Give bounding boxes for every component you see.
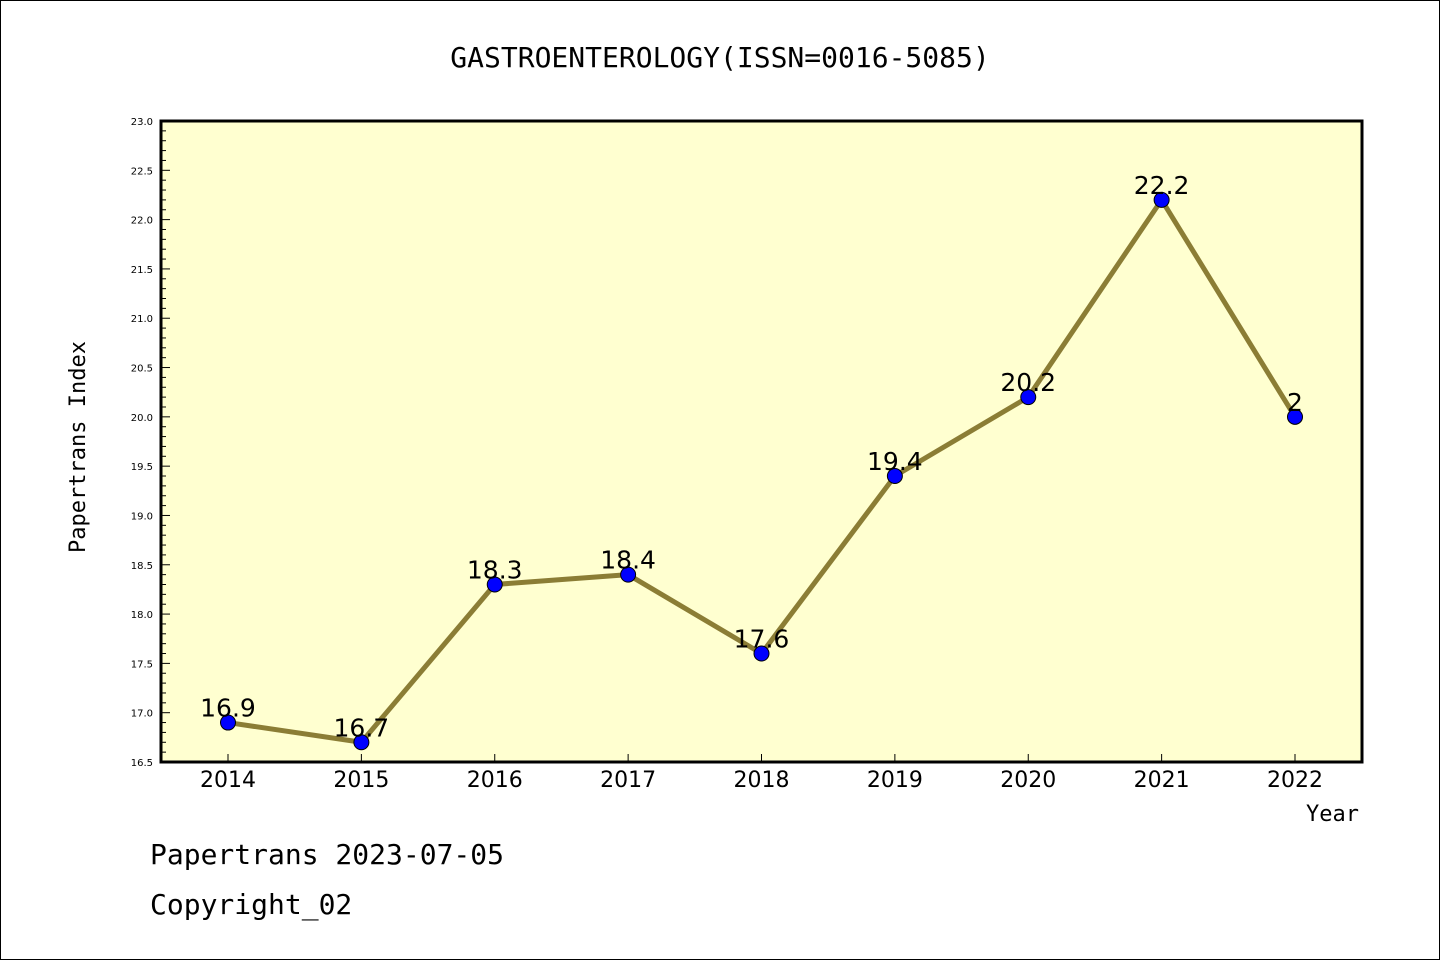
data-point-marker [1020, 389, 1037, 406]
plot-area [159, 119, 1364, 764]
chart-title: GASTROENTEROLOGY(ISSN=0016-5085) [450, 41, 989, 74]
y-tick-label: 22.0 [131, 216, 153, 227]
data-point-marker [353, 734, 370, 751]
y-tick-label: 20.5 [131, 364, 153, 375]
y-axis-ticks: 16.5 17.0 17.5 18.0 18.5 19.0 19.5 20.0 20.5 21.0… [131, 117, 170, 769]
data-point-marker [1153, 191, 1170, 208]
x-tick-label: 2018 [734, 768, 790, 793]
x-tick-label: 2022 [1267, 768, 1323, 793]
data-label: 22.2 [1134, 171, 1190, 200]
y-tick-label: 20.0 [131, 413, 153, 424]
data-point-marker [486, 576, 503, 593]
x-tick-label: 2014 [200, 768, 256, 793]
footer-copyright-text: Copyright_02 [150, 888, 352, 922]
y-tick-label: 16.5 [131, 758, 153, 769]
data-label: 16.7 [334, 713, 390, 742]
y-tick-label: 17.0 [131, 709, 153, 720]
x-tick-label: 2021 [1134, 768, 1190, 793]
y-tick-label: 19.0 [131, 511, 153, 522]
y-tick-label: 17.5 [131, 659, 153, 670]
series-group: 16.9 16.7 18.3 18.4 17.6 19.4 20.2 22.2 2 [200, 171, 1303, 751]
data-label: 19.4 [867, 447, 923, 476]
data-point-marker [886, 468, 903, 485]
data-point-marker [220, 714, 236, 731]
data-label: 20.2 [1000, 368, 1056, 397]
x-axis-title: Year [1306, 802, 1359, 827]
data-label: 18.4 [600, 546, 656, 575]
y-tick-label: 22.5 [131, 166, 153, 177]
y-tick-label: 18.5 [131, 561, 153, 572]
data-label: 16.9 [200, 694, 256, 723]
data-label: 2 [1287, 388, 1303, 417]
y-tick-label: 18.0 [131, 610, 153, 621]
data-point-marker [1287, 408, 1303, 425]
x-tick-label: 2016 [467, 768, 523, 793]
footer-date-text: Papertrans 2023-07-05 [150, 838, 504, 871]
x-tick-label: 2019 [867, 768, 923, 793]
y-tick-label: 21.0 [131, 314, 153, 325]
data-point-marker [753, 645, 770, 662]
x-tick-label: 2015 [333, 768, 389, 793]
y-axis-title: Papertrans Index [66, 341, 91, 553]
x-tick-label: 2017 [600, 768, 656, 793]
data-label: 18.3 [467, 555, 523, 584]
x-axis-ticks: 2014 2015 2016 2017 2018 2019 2020 2021 2022 [200, 754, 1323, 793]
y-tick-label: 21.5 [131, 265, 153, 276]
y-tick-label: 19.5 [131, 462, 153, 473]
y-tick-label: 23.0 [131, 117, 153, 128]
x-tick-label: 2020 [1000, 768, 1056, 793]
data-label: 17.6 [734, 625, 790, 654]
data-point-marker [620, 566, 637, 583]
